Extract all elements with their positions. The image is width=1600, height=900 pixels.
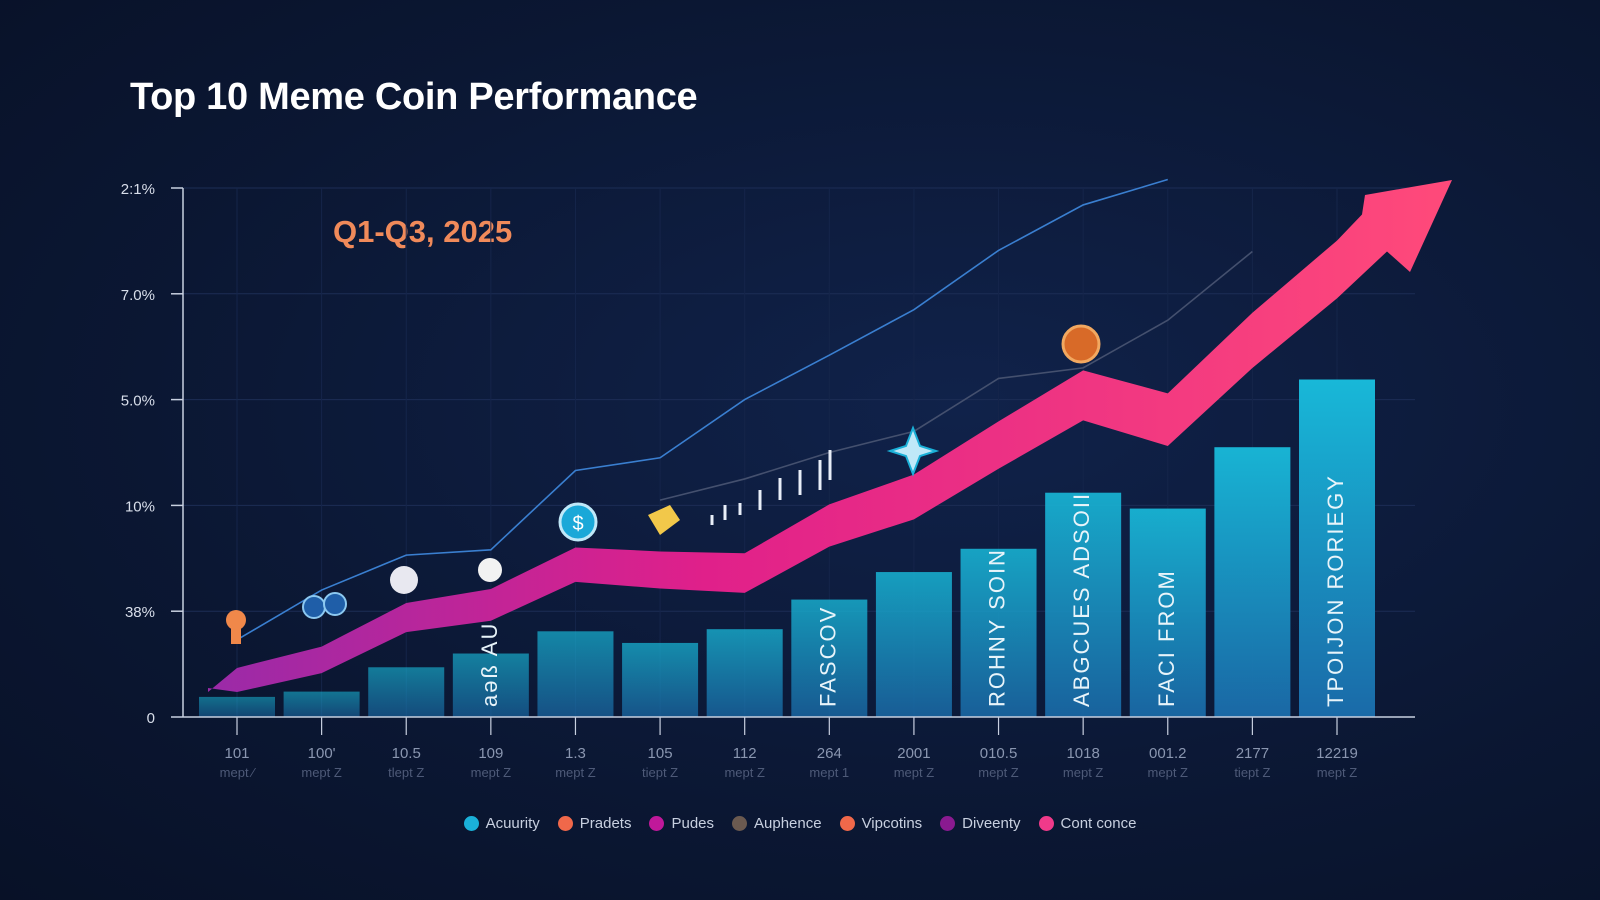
legend-label: Pradets bbox=[579, 815, 632, 832]
x-tick-label: 001.2 bbox=[1149, 745, 1187, 762]
bar-label: TPOIJON RORIEGY bbox=[1323, 474, 1348, 707]
bar bbox=[368, 667, 445, 717]
x-tick-sublabel: mept 1 bbox=[809, 765, 849, 780]
rocket-coin-icon bbox=[226, 610, 246, 644]
bar-label: ROHNY SOIN bbox=[985, 548, 1010, 707]
y-tick-label: 10% bbox=[125, 498, 155, 515]
chart-subtitle: Q1-Q3, 2025 bbox=[333, 214, 513, 249]
bar bbox=[199, 696, 275, 717]
x-tick-sublabel: mept Z bbox=[301, 765, 342, 780]
legend-swatch bbox=[649, 816, 665, 831]
x-tick-label: 1.3 bbox=[565, 745, 586, 762]
dollar-coin-icon: $ bbox=[558, 502, 598, 542]
x-tick-sublabel: mept Z bbox=[978, 765, 1019, 780]
x-tick-label: 12219 bbox=[1316, 745, 1358, 762]
y-tick-label: 38% bbox=[125, 604, 155, 621]
x-tick-sublabel: tiept Z bbox=[1234, 765, 1270, 780]
legend-label: Cont conce bbox=[1060, 815, 1137, 832]
gold-bars-icon bbox=[648, 505, 680, 535]
x-tick-label: 101 bbox=[224, 745, 249, 762]
trend-line bbox=[659, 250, 1253, 501]
coin-pair-icon bbox=[302, 592, 347, 619]
legend-item: Acuurity bbox=[463, 815, 540, 832]
x-tick-sublabel: mept ⁄ bbox=[220, 765, 257, 780]
legend: Acuurity Pradets Pudes Auphence Vipcotin… bbox=[0, 815, 1600, 832]
legend-swatch bbox=[463, 816, 479, 831]
bar bbox=[791, 599, 868, 717]
bar-label: FACI FROM bbox=[1154, 569, 1179, 707]
x-tick-sublabel: tlept Z bbox=[388, 765, 424, 780]
x-tick-label: 010.5 bbox=[980, 745, 1018, 762]
x-tick-sublabel: mept Z bbox=[471, 765, 512, 780]
x-tick-sublabel: tiept Z bbox=[642, 765, 678, 780]
paw-icon bbox=[478, 558, 502, 582]
bar bbox=[875, 572, 952, 717]
legend-swatch bbox=[839, 816, 855, 831]
x-tick-label: 100' bbox=[308, 745, 336, 762]
x-tick-label: 112 bbox=[733, 745, 757, 762]
x-tick-label: 109 bbox=[478, 745, 503, 762]
x-tick-label: 1018 bbox=[1066, 745, 1099, 762]
x-tick-label: 2177 bbox=[1236, 745, 1269, 762]
legend-item: Pudes bbox=[649, 815, 714, 832]
legend-swatch bbox=[732, 816, 748, 831]
bar-label: ABGCUES ADSOII bbox=[1069, 492, 1094, 707]
x-tick-sublabel: mept Z bbox=[894, 765, 935, 780]
bar bbox=[1045, 492, 1122, 717]
legend-label: Vipcotins bbox=[861, 815, 923, 832]
x-tick-label: 105 bbox=[648, 745, 673, 762]
legend-label: Diveenty bbox=[962, 815, 1021, 832]
bar bbox=[960, 548, 1037, 717]
bitcoin-icon bbox=[1061, 324, 1101, 364]
bar bbox=[283, 691, 360, 717]
x-tick-sublabel: mept Z bbox=[1148, 765, 1189, 780]
trend-line bbox=[236, 178, 1168, 641]
legend-item: Pradets bbox=[557, 815, 632, 832]
chart-title: Top 10 Meme Coin Performance bbox=[130, 76, 698, 118]
y-tick-label: 0 bbox=[147, 710, 155, 727]
x-tick-sublabel: mept Z bbox=[555, 765, 596, 780]
candlestick-icon bbox=[710, 450, 832, 525]
legend-item: Cont conce bbox=[1038, 815, 1137, 832]
legend-item: Auphence bbox=[732, 815, 822, 832]
bar-label: FASCOV bbox=[815, 606, 840, 707]
x-tick-sublabel: mept Z bbox=[724, 765, 765, 780]
bar bbox=[537, 631, 614, 717]
bar bbox=[622, 642, 699, 717]
legend-swatch bbox=[557, 816, 573, 831]
bar bbox=[1299, 379, 1375, 717]
y-tick-label: 5.0% bbox=[121, 393, 155, 410]
legend-label: Auphence bbox=[754, 815, 822, 832]
legend-item: Vipcotins bbox=[839, 815, 923, 832]
bar-label: aəß AU bbox=[477, 622, 502, 707]
x-tick-sublabel: mept Z bbox=[1317, 765, 1358, 780]
y-tick-label: 7.0% bbox=[121, 287, 155, 304]
x-tick-label: 264 bbox=[817, 745, 842, 762]
legend-label: Acuurity bbox=[485, 815, 540, 832]
legend-swatch bbox=[1038, 816, 1054, 831]
x-tick-label: 2001 bbox=[897, 745, 930, 762]
legend-label: Pudes bbox=[671, 815, 715, 832]
leaf-coin-icon bbox=[390, 566, 418, 594]
bar bbox=[452, 653, 529, 717]
bar bbox=[706, 629, 783, 717]
legend-item: Diveenty bbox=[940, 815, 1021, 832]
x-tick-label: 10.5 bbox=[392, 745, 421, 762]
bar bbox=[1129, 508, 1206, 717]
legend-swatch bbox=[940, 816, 956, 831]
y-tick-label: 2:1% bbox=[121, 181, 155, 198]
star-icon bbox=[886, 425, 940, 477]
x-tick-sublabel: mept Z bbox=[1063, 765, 1104, 780]
bar bbox=[1214, 447, 1291, 717]
svg-text:$: $ bbox=[572, 513, 583, 535]
